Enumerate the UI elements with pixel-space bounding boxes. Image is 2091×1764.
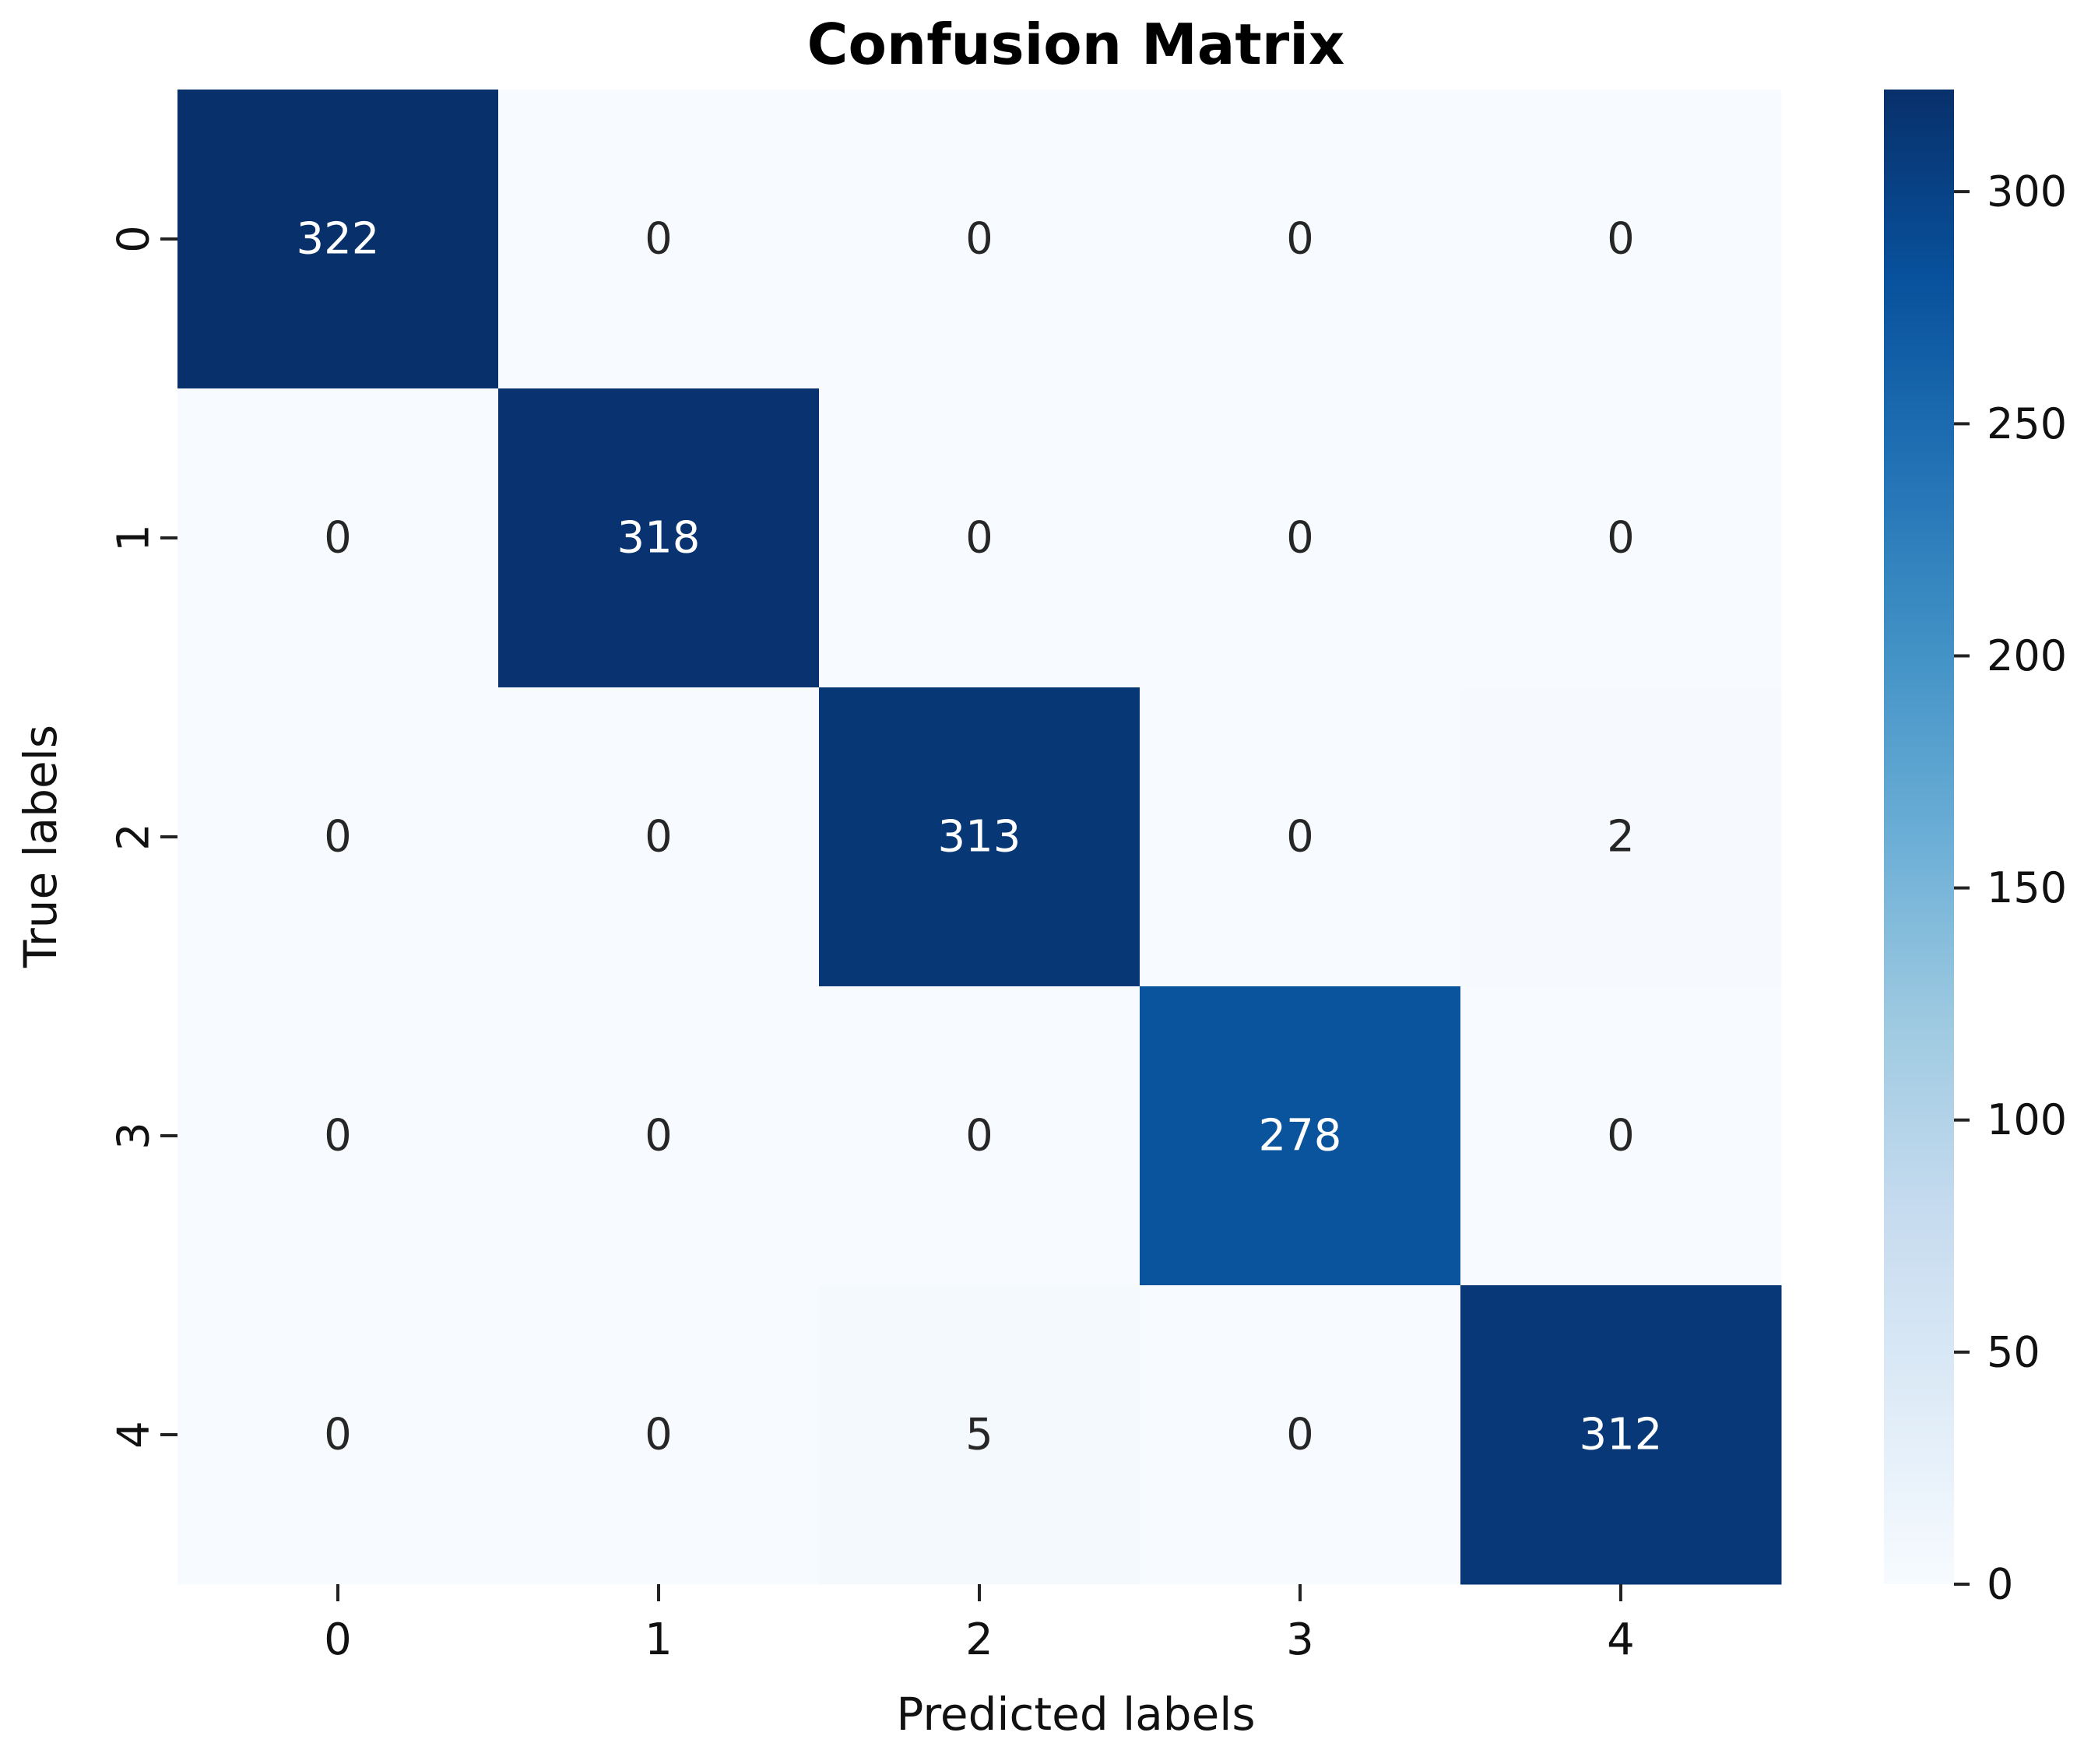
heatmap-cell-r1-c1 [498,388,820,688]
colorbar-ticks: 0 50 100 150 200 250 300 [1954,167,2067,1609]
heatmap-cell-label-r3-c0: 0 [324,1111,352,1161]
heatmap-cell-r3-c2 [819,986,1140,1286]
heatmap-cells [177,90,1782,1585]
colorbar-tick-label-200: 200 [1987,631,2067,680]
colorbar-tick-label-300: 300 [1987,167,2067,216]
heatmap-cell-r0-c4 [1460,90,1782,389]
x-axis-ticks: 0 1 2 3 4 [324,1584,1635,1665]
heatmap-cell-r3-c3 [1140,986,1461,1286]
heatmap-cell-label-r4-c4: 312 [1580,1410,1663,1460]
x-tick-label-0: 0 [324,1615,352,1665]
colorbar-tick-label-0: 0 [1987,1560,2013,1609]
heatmap-cell-r4-c3 [1140,1285,1461,1585]
heatmap-cell-label-r2-c1: 0 [645,812,673,863]
heatmap-cell-r4-c4 [1460,1285,1782,1585]
heatmap-cell-r3-c0 [177,986,499,1286]
heatmap-cell-r4-c0 [177,1285,499,1585]
heatmap-cell-r0-c3 [1140,90,1461,389]
x-tick-label-2: 2 [965,1615,993,1665]
heatmap-cell-r1-c3 [1140,388,1461,688]
heatmap-cell-r1-c4 [1460,388,1782,688]
y-tick-label-2: 2 [109,823,160,851]
colorbar-tick-label-150: 150 [1987,863,2067,912]
chart-title: Confusion Matrix [807,12,1345,77]
y-tick-label-4: 4 [109,1421,160,1449]
x-axis-label: Predicted labels [896,1688,1255,1741]
heatmap-cell-r4-c1 [498,1285,820,1585]
heatmap-cell-r2-c3 [1140,687,1461,987]
heatmap-cell-label-r3-c1: 0 [645,1111,673,1161]
heatmap-cell-label-r2-c4: 2 [1607,812,1635,863]
x-tick-label-4: 4 [1607,1615,1635,1665]
heatmap-cell-label-r0-c3: 0 [1286,214,1314,265]
heatmap-cell-label-r1-c0: 0 [324,513,352,564]
colorbar-gradient [1884,90,1954,1584]
heatmap-cell-r0-c1 [498,90,820,389]
y-tick-label-1: 1 [109,524,160,552]
heatmap-cell-r1-c0 [177,388,499,688]
heatmap-cell-label-r4-c3: 0 [1286,1410,1314,1460]
heatmap-cell-label-r4-c0: 0 [324,1410,352,1460]
y-tick-label-3: 3 [109,1122,160,1150]
heatmap-cell-r2-c2 [819,687,1140,987]
heatmap-cell-label-r0-c4: 0 [1607,214,1635,265]
heatmap-cell-label-r3-c4: 0 [1607,1111,1635,1161]
heatmap-cell-label-r4-c1: 0 [645,1410,673,1460]
x-tick-label-3: 3 [1286,1615,1314,1665]
heatmap-cell-label-r1-c4: 0 [1607,513,1635,564]
heatmap-cell-r1-c2 [819,388,1140,688]
colorbar-tick-label-50: 50 [1987,1327,2040,1376]
heatmap-cell-r4-c2 [819,1285,1140,1585]
heatmap-cell-r2-c1 [498,687,820,987]
heatmap-cell-label-r1-c2: 0 [965,513,993,564]
y-tick-label-0: 0 [109,225,160,253]
heatmap-cell-r2-c0 [177,687,499,987]
heatmap-cell-label-r1-c3: 0 [1286,513,1314,564]
heatmap-cell-label-r0-c1: 0 [645,214,673,265]
x-tick-label-1: 1 [645,1615,673,1665]
heatmap-cell-labels: 322 0 0 0 0 0 318 0 0 0 0 0 313 0 2 0 0 0 278 0 0 0 5 0 312 [297,214,1663,1460]
heatmap-cell-r3-c4 [1460,986,1782,1286]
heatmap-cell-label-r0-c2: 0 [965,214,993,265]
y-axis-ticks: 0 1 2 3 4 [109,225,177,1449]
heatmap-cell-label-r4-c2: 5 [965,1410,993,1460]
colorbar-tick-label-250: 250 [1987,399,2067,448]
heatmap-cell-label-r3-c2: 0 [965,1111,993,1161]
y-axis-label: True labels [14,725,67,968]
heatmap-cell-label-r1-c1: 318 [617,513,701,564]
colorbar: 0 50 100 150 200 250 300 [1884,90,2067,1609]
heatmap-cell-label-r0-c0: 322 [297,214,380,265]
colorbar-tick-label-100: 100 [1987,1095,2067,1144]
heatmap-cell-label-r3-c3: 278 [1259,1111,1342,1161]
heatmap-cell-label-r2-c2: 313 [938,812,1021,863]
heatmap-cell-r0-c2 [819,90,1140,389]
heatmap-cell-r2-c4 [1460,687,1782,987]
heatmap-cell-r3-c1 [498,986,820,1286]
heatmap-cell-r0-c0 [177,90,499,389]
heatmap-cell-label-r2-c3: 0 [1286,812,1314,863]
heatmap-cell-label-r2-c0: 0 [324,812,352,863]
